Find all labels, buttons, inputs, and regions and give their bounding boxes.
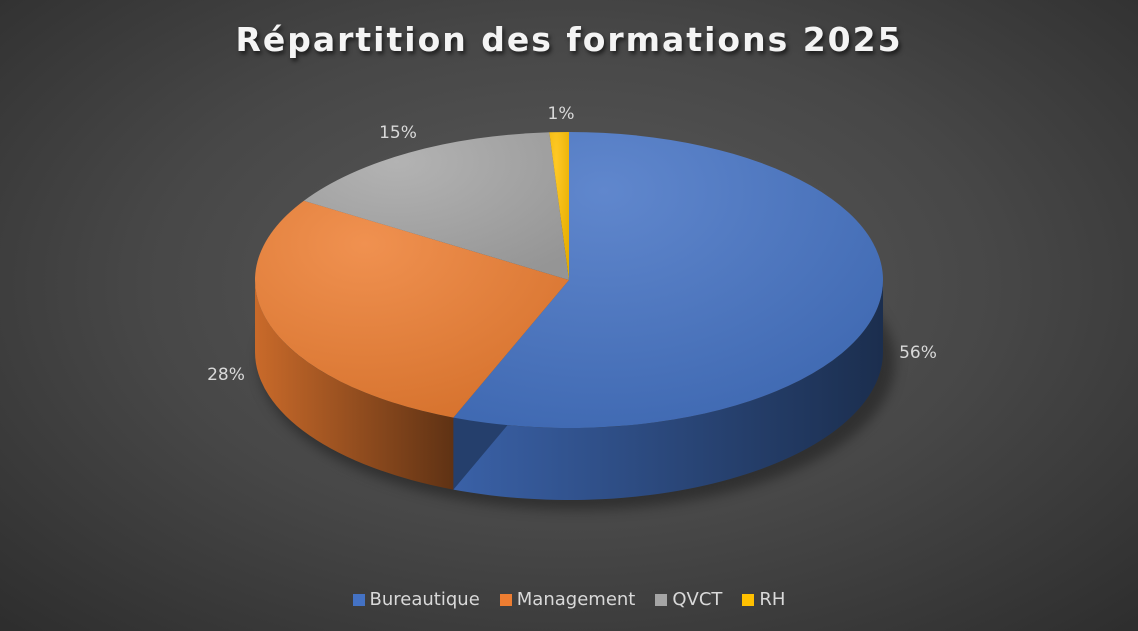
data-label-bureautique: 56%	[899, 343, 937, 363]
legend-label: Bureautique	[369, 589, 480, 610]
data-label-qvct: 15%	[379, 123, 417, 143]
slice-side-bureautique	[453, 280, 883, 500]
legend-item-rh: RH	[742, 589, 785, 610]
legend-swatch	[499, 593, 512, 606]
legend-label: QVCT	[672, 589, 723, 610]
slice-qvct	[303, 132, 569, 280]
legend-item-qvct: QVCT	[655, 589, 722, 610]
slice-management	[254, 200, 569, 418]
data-label-management: 28%	[207, 365, 245, 385]
legend: Bureautique Management QVCT RH	[0, 589, 1138, 610]
legend-item-management: Management	[499, 589, 636, 610]
legend-swatch	[655, 593, 668, 606]
slice-bureautique	[453, 132, 883, 428]
legend-label: RH	[759, 589, 786, 610]
legend-item-bureautique: Bureautique	[352, 589, 480, 610]
slice-rh	[549, 132, 569, 280]
legend-label: Management	[516, 589, 636, 610]
slice-side-management	[255, 280, 454, 490]
legend-swatch	[742, 593, 755, 606]
legend-swatch	[352, 593, 365, 606]
data-label-rh: 1%	[548, 104, 575, 124]
chart-title: Répartition des formations 2025	[235, 20, 903, 59]
